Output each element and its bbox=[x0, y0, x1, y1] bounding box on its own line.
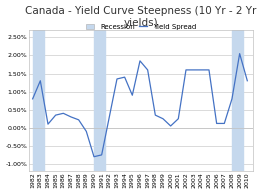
Bar bbox=[232, 30, 243, 171]
Bar bbox=[94, 30, 105, 171]
Legend: Recession, Yield Spread: Recession, Yield Spread bbox=[85, 22, 198, 31]
Title: Canada - Yield Curve Steepness (10 Yr - 2 Yr
yields): Canada - Yield Curve Steepness (10 Yr - … bbox=[25, 6, 257, 28]
Bar bbox=[33, 30, 44, 171]
